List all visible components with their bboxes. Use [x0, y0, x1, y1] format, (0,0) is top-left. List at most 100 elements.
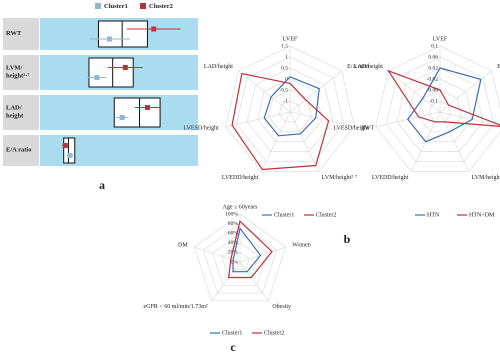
- spoke: [239, 246, 286, 263]
- row-label-line: LVM/: [6, 65, 23, 72]
- axis-label: eGFR < 60 ml/min/1.73m²: [143, 304, 207, 310]
- row-label-line: height²·⁷: [6, 73, 29, 80]
- legend-label: Cluster2: [149, 3, 173, 10]
- cluster-point: [62, 143, 68, 148]
- row-label-line: RWT: [6, 30, 22, 37]
- r-tick-label: 80%: [228, 221, 239, 227]
- cluster-point: [122, 65, 128, 70]
- panel-label: a: [99, 178, 105, 192]
- spoke: [388, 70, 441, 113]
- series-line: [228, 220, 273, 279]
- r-tick-label: 0: [285, 76, 288, 82]
- axis-label: E/A ratio: [347, 64, 369, 70]
- grid-ring: [230, 251, 250, 271]
- axis-label: LVEF: [433, 36, 448, 42]
- series-line: [231, 72, 330, 171]
- legend-swatch: [140, 3, 146, 9]
- spoke: [289, 70, 342, 113]
- grid-ring: [246, 67, 334, 152]
- r-tick-label: -1: [283, 98, 288, 104]
- legend-swatch: [95, 3, 101, 9]
- cluster-point: [67, 153, 73, 158]
- row-label-line: height: [6, 113, 24, 120]
- row-label: LAD/height: [6, 105, 24, 120]
- axis-label: LVEF: [283, 36, 298, 42]
- spoke: [289, 111, 319, 172]
- spoke: [225, 111, 291, 128]
- legend-label: Cluster2: [264, 330, 284, 336]
- axis-label: LVEDD/height: [222, 175, 259, 181]
- r-tick-label: 0.06: [428, 54, 438, 60]
- axis-label: LAD/height: [354, 64, 383, 70]
- axis-label: LVESD/height: [183, 126, 219, 132]
- r-tick-label: 60%: [228, 230, 239, 236]
- r-tick-label: 0.1: [431, 43, 438, 49]
- grid-ring: [203, 223, 277, 294]
- legend-label: Cluster1: [274, 212, 294, 218]
- row-label: RWT: [6, 30, 22, 37]
- grid-ring: [386, 56, 494, 162]
- axis-label: Age ≥ 60years: [223, 204, 259, 210]
- cluster-point: [94, 75, 100, 80]
- spoke: [211, 261, 241, 302]
- axis-label: Obesity: [272, 304, 291, 310]
- grid-ring: [418, 89, 462, 133]
- r-tick-label: 0%: [231, 259, 239, 265]
- legend-label: Cluster1: [104, 3, 128, 10]
- axis-label: LVEDD/height: [372, 175, 409, 181]
- panel-label: c: [230, 340, 236, 354]
- row-label-line: E/A ratio: [6, 147, 31, 154]
- row-label-line: LAD/: [6, 105, 22, 112]
- grid-ring: [193, 213, 287, 302]
- spoke: [439, 70, 492, 113]
- row-label-cell: [3, 135, 39, 166]
- spoke: [239, 261, 269, 302]
- series-line: [386, 69, 500, 127]
- grid-ring: [407, 78, 473, 143]
- legend-label: Cluster1: [222, 330, 242, 336]
- cluster-point: [107, 36, 113, 42]
- spoke: [238, 70, 291, 113]
- axis-label: LVESD/height: [333, 126, 369, 132]
- legend-label: HTN: [427, 212, 440, 218]
- row-label-cell: [3, 55, 39, 90]
- cluster-point: [119, 115, 125, 120]
- r-tick-label: 40%: [228, 240, 239, 246]
- grid-ring: [278, 100, 302, 123]
- r-tick-label: 0.02: [428, 65, 438, 71]
- grid-ring: [236, 56, 344, 162]
- r-tick-label: 20%: [228, 250, 239, 256]
- r-tick-label: -0.5: [279, 87, 288, 93]
- box: [113, 97, 161, 128]
- series-line: [263, 76, 320, 137]
- cluster-point: [144, 105, 150, 110]
- axis-label: RWT: [361, 126, 374, 132]
- r-tick-label: 100%: [225, 211, 238, 217]
- grid-ring: [225, 45, 355, 172]
- r-tick-label: 0.5: [281, 65, 288, 71]
- spoke: [194, 246, 241, 263]
- axis-label: DM: [178, 242, 188, 248]
- r-tick-label: -0.1: [429, 98, 438, 104]
- axis-label: LVM/height²·⁷: [472, 175, 500, 181]
- row-label: LVM/height²·⁷: [6, 65, 29, 80]
- panel-label: b: [344, 232, 351, 246]
- row-label-cell: [3, 95, 39, 130]
- grid-ring: [257, 78, 323, 143]
- r-tick-label: 1: [285, 54, 288, 60]
- axis-label: LVM/height²·⁷: [322, 175, 357, 181]
- grid-ring: [396, 67, 484, 152]
- r-tick-label: -0.02: [427, 76, 439, 82]
- row-label: E/A ratio: [6, 147, 31, 154]
- grid-ring: [375, 45, 500, 172]
- spoke: [289, 111, 355, 128]
- r-tick-label: -0.06: [427, 87, 439, 93]
- box: [97, 20, 148, 48]
- axis-label: E/A ratio: [497, 64, 500, 70]
- legend-label: HTN+DM: [469, 212, 495, 218]
- axis-label: LAD/height: [204, 64, 233, 70]
- row-label-cell: [3, 18, 39, 50]
- box: [88, 57, 134, 88]
- spoke: [261, 111, 291, 172]
